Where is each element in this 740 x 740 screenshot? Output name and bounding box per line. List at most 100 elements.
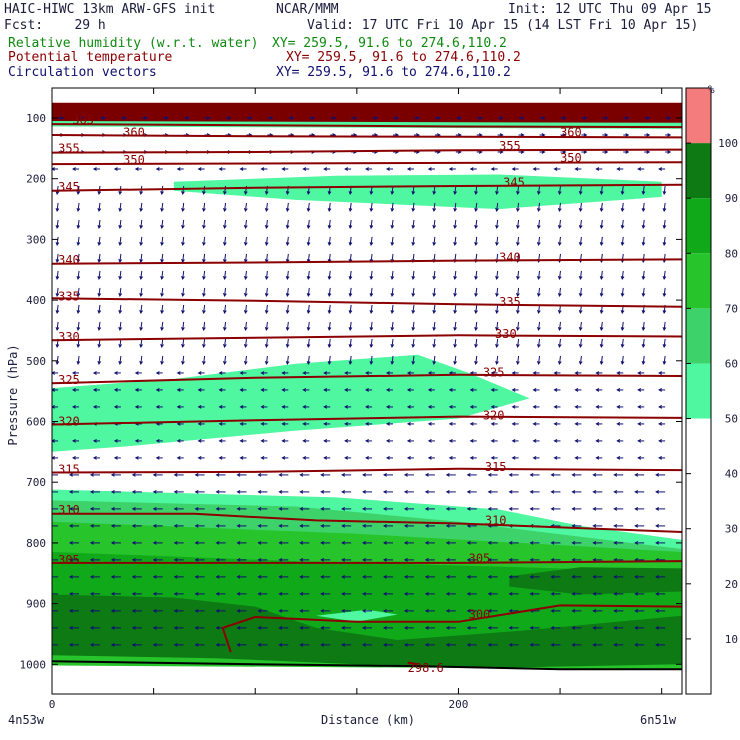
wind-vector-head [320, 490, 325, 494]
wind-vector [182, 236, 185, 246]
wind-vector-head [511, 405, 516, 409]
wind-vector-head [341, 626, 346, 630]
wind-vector-head [613, 642, 618, 647]
wind-vector [56, 202, 59, 212]
wind-vector [642, 355, 645, 365]
wind-vector-head [278, 558, 283, 562]
wind-vector-head [341, 592, 346, 596]
wind-vector-head [574, 456, 579, 460]
wind-vector-head [445, 592, 450, 596]
wind-vector-head [344, 439, 349, 443]
wind-vector [182, 321, 185, 331]
wind-vector-head [474, 360, 478, 365]
wind-vector-head [281, 371, 286, 375]
wind-vector-head [550, 507, 555, 511]
wind-vector-head [595, 422, 600, 426]
wind-vector-head [490, 371, 495, 375]
wind-vector-head [574, 388, 579, 392]
wind-vector-head [49, 592, 52, 595]
wind-vector-head [155, 405, 160, 409]
x-left-endpoint: 4n53w [8, 713, 45, 727]
wind-vector-head [634, 473, 639, 477]
wind-vector-head [257, 626, 262, 630]
wind-vector-head [385, 456, 390, 460]
wind-vector-head [599, 275, 604, 280]
wind-vector-head [257, 524, 262, 528]
wind-vector-head [49, 490, 52, 493]
wind-vector-head [453, 225, 457, 230]
wind-vector [433, 338, 436, 348]
colorbar-band [686, 198, 711, 254]
wind-vector-head [390, 225, 395, 230]
wind-vector-head [134, 167, 139, 171]
wind-vector-head [390, 309, 395, 314]
wind-vector-head [374, 116, 379, 120]
wind-vector-head [152, 524, 157, 528]
wind-vector-head [487, 575, 492, 579]
wind-vector-head [176, 405, 181, 409]
wind-vector-head [97, 208, 102, 213]
theta-contour-298.6 [407, 661, 418, 666]
vectors-legend-label: Circulation vectors [8, 65, 157, 80]
wind-vector-head [595, 456, 600, 460]
wind-vector [203, 185, 206, 195]
wind-vector [98, 321, 101, 331]
wind-vector-head [81, 116, 86, 120]
wind-vector-head [613, 473, 618, 477]
wind-vector [496, 219, 499, 229]
wind-vector-head [278, 592, 283, 596]
wind-vector [203, 236, 206, 246]
wind-vector-head [474, 208, 478, 213]
wind-vector-head [516, 275, 520, 280]
wind-vector-head [536, 309, 541, 314]
wind-vector-head [239, 422, 244, 426]
wind-vector [412, 321, 415, 331]
wind-vector-head [403, 541, 408, 545]
wind-vector-head [490, 405, 495, 409]
wind-vector [307, 321, 310, 331]
wind-vector-head [327, 241, 332, 247]
wind-vector [224, 355, 227, 365]
wind-vector-head [160, 208, 164, 213]
wind-vector [496, 202, 499, 212]
wind-vector-head [411, 326, 416, 331]
wind-vector-head [236, 626, 241, 630]
wind-vector-head [595, 405, 600, 409]
pressure-axis: 100 200 300 400 500 600 700 800 900 1000 [20, 112, 682, 671]
wind-vector [454, 219, 457, 229]
wind-vector-head [243, 241, 248, 247]
theta-label-310: 310 [485, 513, 507, 527]
wind-vector [349, 355, 352, 365]
wind-vector [538, 270, 541, 280]
wind-vector [119, 236, 122, 246]
wind-vector-head [257, 592, 262, 596]
wind-vector [244, 304, 247, 314]
wind-vector-head [637, 388, 642, 392]
theta-label-360: 360 [560, 126, 582, 140]
wind-vector-head [541, 133, 546, 137]
y-tick-label: 700 [26, 476, 46, 489]
wind-vector-head [516, 309, 520, 314]
wind-vector-head [76, 241, 81, 247]
wind-vector-head [437, 116, 441, 120]
rh-legend-label: Relative humidity (w.r.t. water) [8, 36, 259, 51]
wind-vector [496, 270, 499, 280]
wind-vector [307, 219, 310, 229]
wind-vector-head [557, 326, 562, 331]
wind-vector-head [320, 507, 325, 511]
wind-vector-head [362, 524, 366, 528]
colorbar-band [686, 88, 711, 144]
wind-vector-head [194, 473, 199, 477]
wind-vector-head [406, 439, 411, 443]
wind-vector-head [173, 609, 178, 613]
wind-vector-head [466, 558, 471, 562]
wind-vector-head [403, 642, 408, 647]
wind-vector [558, 287, 561, 297]
wind-vector-head [390, 191, 395, 196]
wind-vector-head [571, 558, 576, 562]
wind-vector-head [508, 507, 513, 511]
wind-vector [244, 270, 247, 280]
wind-vector-head [583, 133, 588, 137]
wind-vector-head [222, 225, 227, 230]
